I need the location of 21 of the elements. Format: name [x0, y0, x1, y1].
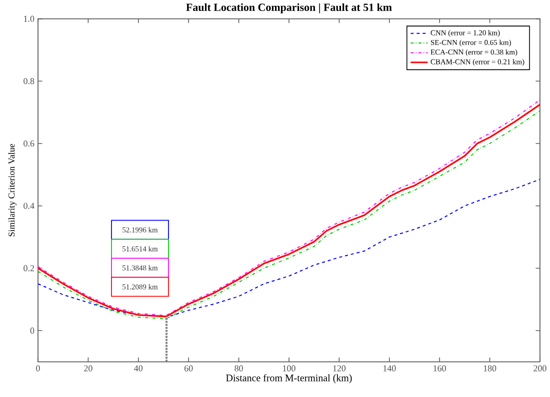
line-series — [38, 178, 540, 318]
x-tick-label: 180 — [484, 365, 496, 372]
x-tick-label: 80 — [234, 365, 243, 372]
x-axis-title: Distance from M-terminal (km) — [226, 374, 352, 384]
x-tick-label: 160 — [434, 365, 446, 372]
y-tick-label: 0 — [30, 328, 34, 334]
x-tick-label: 140 — [383, 365, 396, 372]
chart-title: Fault Location Comparison | Fault at 51 km — [186, 3, 392, 14]
x-tick-label: 0 — [36, 365, 40, 372]
x-tick-label: 60 — [184, 365, 193, 372]
x-tick-label: 120 — [333, 365, 346, 372]
x-tick-label: 40 — [134, 365, 143, 372]
y-tick-label: 0.6 — [24, 140, 34, 147]
x-tick-label: 100 — [283, 365, 296, 372]
y-axis-title: Similarity Criterion Value — [8, 144, 16, 236]
y-tick-label: 1.0 — [24, 16, 34, 22]
x-tick-label: 20 — [84, 365, 92, 372]
y-tick-label: 0.8 — [24, 78, 34, 84]
y-tick-label: 0.4 — [24, 202, 34, 210]
y-tick-label: 0.2 — [24, 265, 34, 272]
x-tick-label: 200 — [534, 365, 546, 372]
